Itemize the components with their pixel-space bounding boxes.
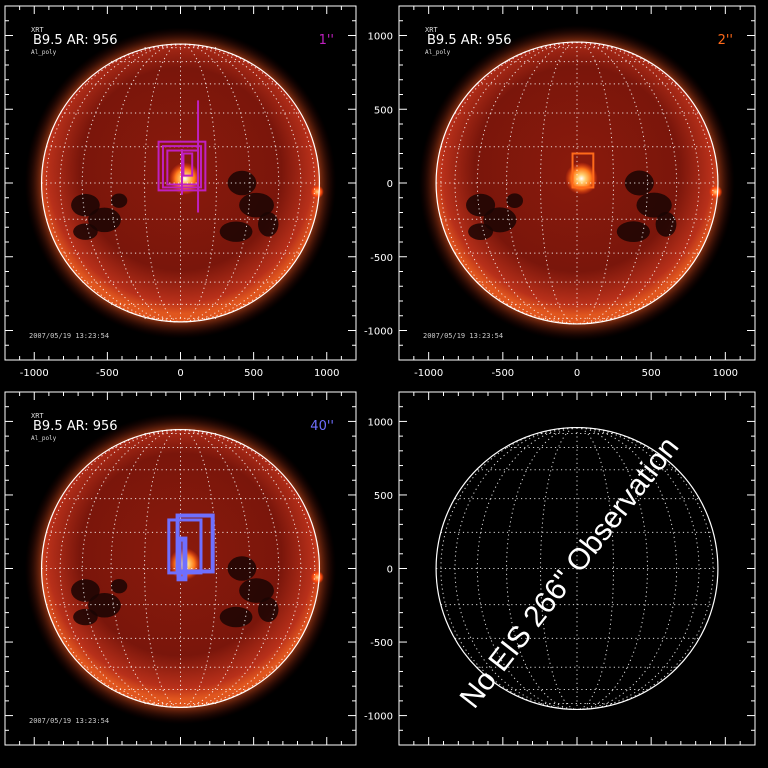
limb-bright-point	[709, 185, 723, 199]
y-tick-label: -1000	[364, 712, 393, 723]
coronal-hole	[466, 193, 496, 217]
x-tick-label: 500	[642, 368, 661, 379]
scale-label: 1''	[319, 33, 334, 48]
coronal-hole	[468, 223, 494, 240]
coronal-hole	[73, 223, 98, 240]
coronal-hole	[483, 207, 517, 233]
x-tick-label: 1000	[314, 368, 339, 379]
coronal-hole	[219, 606, 253, 628]
panel-br: 1000 500 0 -500 -1000 No EIS 266" Observation	[364, 391, 756, 746]
limb-bright-point	[310, 185, 324, 199]
longitude-line	[180, 43, 251, 323]
longitude-line	[506, 427, 578, 710]
coronal-hole	[110, 193, 128, 208]
solar-limb	[40, 428, 321, 709]
longitude-line	[180, 43, 302, 323]
y-tick-label: -1000	[364, 327, 393, 338]
longitude-line	[82, 429, 181, 708]
scale-label: 2''	[718, 33, 733, 48]
longitude-line	[60, 429, 181, 708]
coronal-hole	[71, 193, 100, 217]
longitude-line	[59, 43, 181, 323]
coronal-hole	[219, 221, 253, 242]
y-tick-label: 1000	[368, 32, 393, 43]
solar-image	[24, 27, 337, 339]
coronal-hole	[239, 578, 274, 603]
timestamp-label: 2007/05/19 13:23:54	[29, 332, 109, 340]
scale-label: 40''	[310, 419, 334, 434]
solar-limb	[435, 426, 719, 711]
longitude-line	[576, 427, 714, 710]
instrument-label: XRT	[31, 412, 44, 420]
coronal-hole	[227, 170, 257, 196]
eis-raster-box	[571, 152, 595, 189]
coronal-hole	[239, 192, 274, 218]
longitude-line	[576, 41, 677, 325]
coronal-hole	[110, 578, 128, 594]
longitude-line	[440, 427, 578, 710]
eis-raster-box	[176, 536, 188, 582]
x-tick-label: -1000	[20, 368, 49, 379]
eis-raster-box	[182, 152, 194, 177]
longitude-line	[440, 41, 578, 325]
coronal-hole	[636, 192, 672, 218]
filter-label: Al_poly	[425, 49, 451, 56]
x-tick-label: -500	[96, 368, 119, 379]
coronal-hole	[258, 597, 279, 622]
coronal-hole	[258, 212, 279, 237]
coronal-hole	[655, 211, 677, 237]
instrument-label: XRT	[425, 26, 438, 34]
longitude-line	[110, 43, 181, 323]
longitude-line	[110, 429, 181, 708]
limb-bright-point	[310, 570, 324, 584]
longitude-line	[576, 427, 678, 710]
x-tick-label: 500	[244, 368, 263, 379]
solar-limb	[435, 41, 719, 325]
flare-class-label: B9.5 AR: 956	[33, 419, 118, 434]
longitude-line	[506, 41, 578, 325]
x-tick-label: 1000	[713, 368, 738, 379]
y-tick-label: 1000	[368, 417, 393, 428]
timestamp-label: 2007/05/19 13:23:54	[29, 717, 109, 725]
coronal-hole	[71, 579, 100, 602]
coronal-hole	[616, 221, 650, 243]
y-tick-label: -500	[370, 253, 393, 264]
y-tick-label: 0	[387, 565, 393, 576]
longitude-line	[576, 41, 648, 325]
longitude-line	[476, 427, 578, 710]
coronal-hole	[73, 608, 98, 626]
longitude-line	[477, 41, 578, 325]
instrument-label: XRT	[31, 26, 44, 34]
y-tick-label: 500	[374, 491, 393, 502]
x-tick-label: 0	[574, 368, 580, 379]
flare-class-label: B9.5 AR: 956	[427, 33, 512, 48]
longitude-line	[576, 41, 714, 325]
filter-label: Al_poly	[31, 49, 57, 56]
x-tick-label: -500	[491, 368, 514, 379]
longitude-line	[576, 427, 648, 710]
y-tick-label: -500	[370, 638, 393, 649]
timestamp-label: 2007/05/19 13:23:54	[423, 332, 503, 340]
no-observation-label: No EIS 266" Observation	[454, 431, 686, 715]
panel-tr: -1000 -500 0 500 1000 1000 500 0 -500 -1000 XRT Al_…	[364, 5, 756, 379]
coronal-hole	[227, 556, 257, 581]
coronal-hole	[506, 193, 524, 208]
longitude-line	[180, 429, 279, 708]
solar-limb	[40, 43, 321, 323]
y-tick-label: 500	[374, 105, 393, 116]
longitude-line	[180, 429, 301, 708]
filter-label: Al_poly	[31, 435, 57, 442]
x-tick-label: -1000	[414, 368, 443, 379]
longitude-line	[180, 429, 251, 708]
flare-class-label: B9.5 AR: 956	[33, 33, 118, 48]
x-tick-label: 0	[177, 368, 183, 379]
y-tick-label: 0	[387, 179, 393, 190]
longitude-line	[180, 43, 279, 323]
longitude-line	[82, 43, 181, 323]
